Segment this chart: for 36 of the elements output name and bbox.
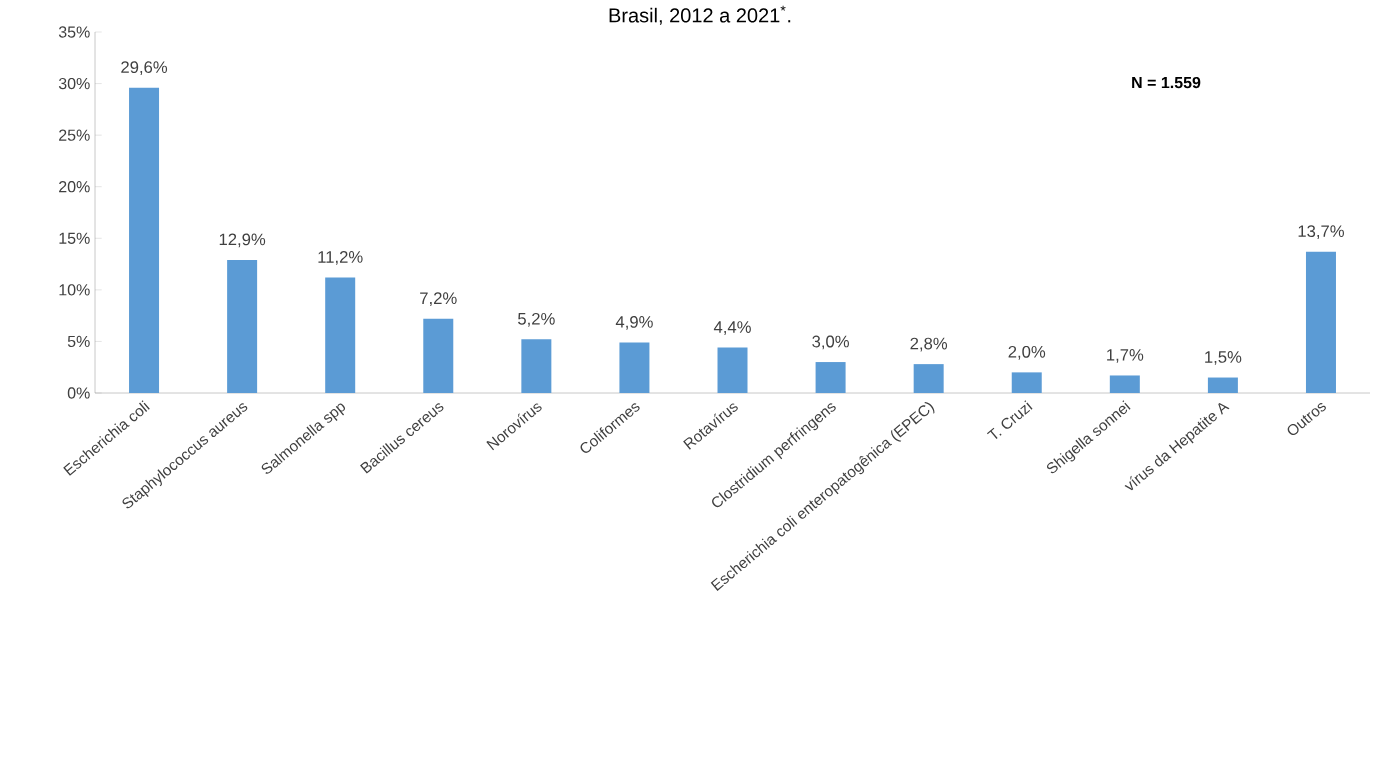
bar [1011,372,1042,393]
data-label: 7,2% [420,292,457,307]
y-tick-label: 30% [58,77,90,90]
chart-title: Brasil, 2012 a 2021$^{*}$. [609,5,791,25]
data-label: 4,4% [713,321,751,335]
data-label: 3,0% [812,335,849,350]
data-label: 2,8% [910,337,948,352]
bar [815,362,846,393]
bar [423,318,454,393]
y-tick-label: 20% [59,181,90,193]
data-label: 1,5% [1205,351,1242,365]
data-label: 12,9% [219,233,266,248]
data-label: 2,0% [1008,345,1046,360]
bar [227,259,258,393]
bar [717,347,748,393]
data-label: 5,2% [518,312,555,327]
bar [619,342,650,393]
bar [913,364,944,393]
data-label: 4,9% [615,315,653,330]
data-label: 1,7% [1107,349,1144,363]
y-tick-label: 25% [59,129,90,141]
y-tick-label: 10% [59,284,90,296]
bar [129,87,160,393]
bar [1109,375,1140,393]
annotation: N = 1.559 [1132,76,1201,89]
y-tick-label: 0% [67,387,90,399]
bar [1305,251,1336,393]
data-label: 29,6% [121,61,168,75]
bar [521,339,552,393]
data-label: 13,7% [1298,225,1344,239]
bar [325,277,356,393]
y-tick-label: 5% [67,335,90,348]
y-tick-label: 35% [58,26,90,38]
data-label: 11,2% [318,251,363,265]
y-tick-label: 15% [59,232,90,244]
bar [1207,377,1238,393]
